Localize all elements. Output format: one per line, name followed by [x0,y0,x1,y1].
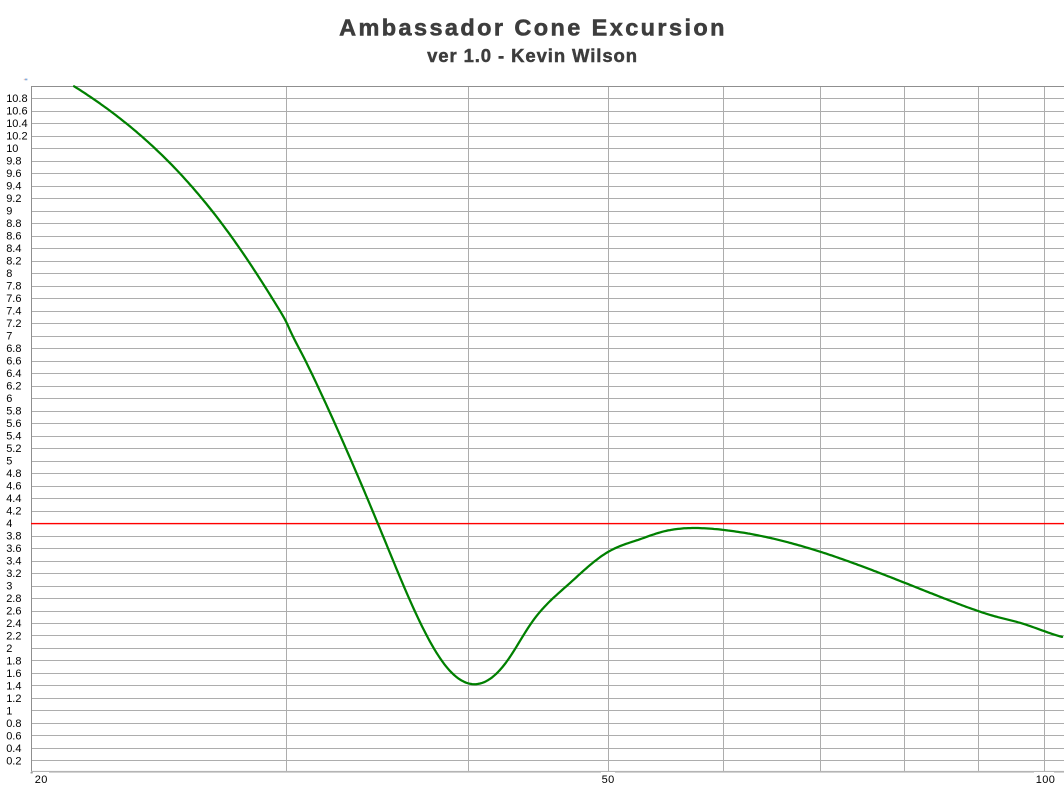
svg-text:0.8: 0.8 [6,718,21,730]
svg-text:2.2: 2.2 [6,630,21,642]
svg-text:5.2: 5.2 [6,443,21,455]
svg-text:7.2: 7.2 [6,318,21,330]
svg-text:10.8: 10.8 [6,93,27,105]
svg-text:6: 6 [6,393,12,405]
svg-text:10.4: 10.4 [6,118,27,130]
svg-text:5.8: 5.8 [6,406,21,418]
svg-text:4.6: 4.6 [6,481,21,493]
svg-text:3.8: 3.8 [6,530,21,542]
svg-text:8.6: 8.6 [6,231,21,243]
svg-text:20: 20 [35,774,48,786]
svg-text:8.2: 8.2 [6,256,21,268]
svg-text:3: 3 [6,580,12,592]
svg-text:7.4: 7.4 [6,306,21,318]
svg-text:2.4: 2.4 [6,618,21,630]
svg-text:4: 4 [6,518,12,530]
svg-text:2.6: 2.6 [6,605,21,617]
svg-text:9.8: 9.8 [6,156,21,168]
svg-text:3.4: 3.4 [6,555,21,567]
svg-text:0.4: 0.4 [6,743,21,755]
svg-text:2.8: 2.8 [6,593,21,605]
svg-text:8: 8 [6,268,12,280]
svg-text:0.2: 0.2 [6,755,21,767]
svg-text:1.6: 1.6 [6,668,21,680]
svg-text:4.4: 4.4 [6,493,21,505]
svg-text:9: 9 [6,206,12,218]
svg-text:10.2: 10.2 [6,131,27,143]
svg-text:6.4: 6.4 [6,368,21,380]
svg-text:1.2: 1.2 [6,693,21,705]
svg-text:3.6: 3.6 [6,543,21,555]
svg-text:1.4: 1.4 [6,680,21,692]
svg-text:50: 50 [602,774,615,786]
svg-text:8.4: 8.4 [6,243,21,255]
svg-text:2: 2 [6,643,12,655]
svg-text:10: 10 [6,143,18,155]
svg-text:ver 1.0 - Kevin Wilson: ver 1.0 - Kevin Wilson [427,45,638,66]
svg-text:6.6: 6.6 [6,356,21,368]
svg-text:3.2: 3.2 [6,568,21,580]
svg-text:7.8: 7.8 [6,281,21,293]
svg-text:Ambassador Cone Excursion: Ambassador Cone Excursion [339,15,727,41]
svg-text:8.8: 8.8 [6,218,21,230]
svg-text:1: 1 [6,705,12,717]
svg-text:9.6: 9.6 [6,168,21,180]
svg-text:5.4: 5.4 [6,431,21,443]
svg-text:9.2: 9.2 [6,193,21,205]
svg-text:5: 5 [6,456,12,468]
svg-text:5.6: 5.6 [6,418,21,430]
svg-text:4.2: 4.2 [6,506,21,518]
svg-text:0.6: 0.6 [6,730,21,742]
svg-text:7.6: 7.6 [6,293,21,305]
svg-text:4.8: 4.8 [6,468,21,480]
svg-text:1.8: 1.8 [6,655,21,667]
svg-text:6.8: 6.8 [6,343,21,355]
svg-text:10.6: 10.6 [6,106,27,118]
svg-text:9.4: 9.4 [6,181,21,193]
svg-text:6.2: 6.2 [6,381,21,393]
svg-text:100: 100 [1036,774,1056,786]
svg-text:7: 7 [6,331,12,343]
